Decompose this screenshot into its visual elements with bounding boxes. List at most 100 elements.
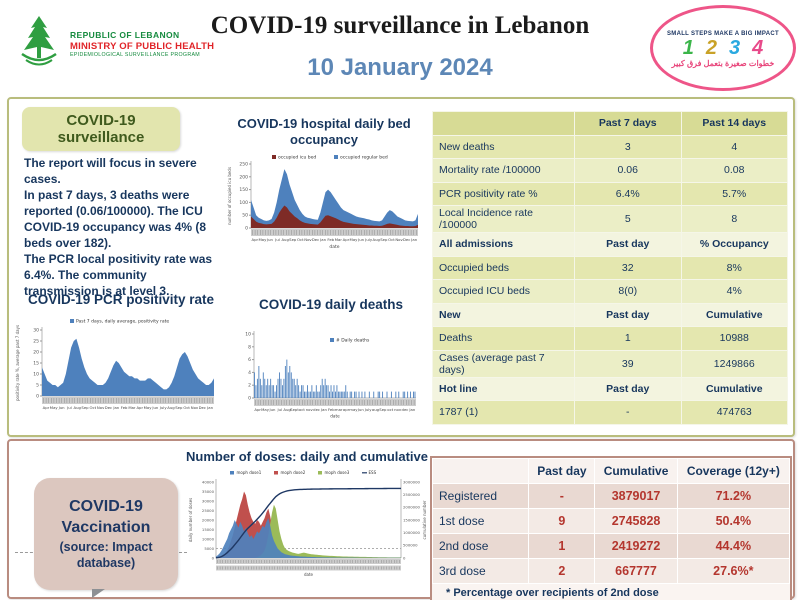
cedar-logo-icon	[14, 14, 64, 75]
bubble-tail-icon	[92, 589, 105, 598]
stats-table-row: 1787 (1) -474763	[432, 400, 788, 425]
vaccination-doses-chart	[186, 466, 431, 588]
vax-table-row: Registered -3879017 71.2%	[431, 483, 791, 509]
stats-table-row: New Past day Cumulative	[432, 302, 788, 327]
vaccination-title-line2: Vaccination	[61, 518, 151, 536]
stats-table-row: Local Incidence rate /100000 5 8	[432, 205, 788, 233]
bed-chart-title: COVID-19 hospital daily bed occupancy	[237, 116, 411, 148]
stats-cell: Past day	[574, 376, 682, 401]
stats-cell	[432, 111, 575, 136]
vax-chart-title: Number of doses: daily and cumulative	[186, 449, 428, 464]
stats-cell: 5	[574, 205, 682, 233]
vax-cell: 50.4%	[676, 508, 791, 534]
stats-cell: 0.06	[574, 158, 682, 183]
stamp-digit-2: 2	[705, 36, 717, 59]
stats-table-row: All admissions Past day% Occupancy	[432, 232, 788, 257]
vax-table-row: 2nd dose 1 2419272 44.4%	[431, 533, 791, 559]
stamp-slogan: SMALL STEPS MAKE A BIG IMPACT	[666, 30, 780, 37]
vax-cell: 1	[528, 533, 596, 559]
stats-table-row: Occupied beds 32 8%	[432, 255, 788, 280]
vax-header-cell	[431, 458, 530, 484]
stats-table-row: Mortality rate /100000 0.06 0.08	[432, 158, 788, 183]
report-date: 10 January 2024	[307, 54, 493, 81]
vax-cell: 2	[528, 558, 596, 584]
stats-cell: New deaths	[432, 134, 575, 159]
stats-cell: 1	[574, 326, 682, 351]
vax-table-row: 1st dose 9 2745828 50.4%	[431, 508, 791, 534]
stats-cell: 8%	[680, 255, 788, 280]
pcr-positivity-chart	[12, 312, 227, 422]
surveillance-title: COVID-19 surveillance	[57, 111, 145, 146]
stats-cell: Deaths	[432, 326, 575, 351]
moph-logo: REPUBLIC OF LEBANON MINISTRY OF PUBLIC H…	[14, 14, 214, 75]
stats-table-row: Occupied ICU beds 8(0) 4%	[432, 279, 788, 304]
vaccination-table: Past day Cumulative Coverage (12y+) Registe…	[431, 458, 791, 584]
stamp-digit-3: 3	[729, 36, 741, 59]
stats-cell: Past day	[574, 302, 682, 327]
vax-header-cell: Cumulative	[594, 458, 678, 484]
stats-cell: 5.7%	[680, 181, 788, 206]
stats-table-row: Hot line Past day Cumulative	[432, 376, 788, 401]
surveillance-title-box: COVID-19 surveillance	[22, 107, 180, 151]
vax-header-cell: Coverage (12y+)	[676, 458, 791, 484]
logo-line1: REPUBLIC OF LEBANON	[70, 29, 180, 40]
stats-cell: 32	[574, 255, 682, 280]
vaccination-source: (source: Impact database)	[59, 539, 153, 570]
vax-header-cell: Past day	[528, 458, 596, 484]
stats-cell: 1787 (1)	[432, 400, 575, 425]
vax-cell: 27.6%*	[676, 558, 791, 584]
stats-cell: Cumulative	[680, 376, 788, 401]
stats-cell: -	[574, 400, 682, 425]
vax-cell: 2nd dose	[431, 533, 530, 559]
surveillance-stats-table: Past 7 days Past 14 days New deaths 3 4 Morta…	[432, 111, 788, 425]
stats-cell: % Occupancy	[680, 232, 788, 257]
stats-cell: 39	[574, 349, 682, 378]
stats-cell: Cases (average past 7 days)	[432, 349, 575, 378]
vax-cell: 9	[528, 508, 596, 534]
bed-occupancy-chart	[224, 150, 424, 255]
stats-cell: Occupied beds	[432, 255, 575, 280]
stats-cell: 1249866	[680, 349, 788, 378]
page-title: COVID-19 surveillance in Lebanon	[210, 12, 590, 39]
stamp-oval-border-icon	[650, 5, 796, 91]
stats-cell: Occupied ICU beds	[432, 279, 575, 304]
stats-cell: 8(0)	[574, 279, 682, 304]
deaths-chart-title: COVID-19 daily deaths	[258, 297, 404, 312]
vaccination-title-bubble: COVID-19 Vaccination (source: Impact dat…	[34, 478, 178, 590]
vax-table-row: 3rd dose 2 667777 27.6%*	[431, 558, 791, 584]
stats-cell: Past day	[574, 232, 682, 257]
stats-cell: Local Incidence rate /100000	[432, 205, 575, 233]
stats-cell: Cumulative	[680, 302, 788, 327]
vax-cell: 2745828	[594, 508, 678, 534]
vaccination-title-line1: COVID-19	[69, 497, 143, 515]
logo-line3: EPIDEMIOLOGICAL SURVEILLANCE PROGRAM	[70, 52, 201, 59]
vax-cell: 71.2%	[676, 483, 791, 509]
stamp-digit-1: 1	[682, 36, 694, 59]
vax-table-footnote: * Percentage over recipients of 2nd dose	[446, 587, 659, 599]
stats-table-row: Deaths 1 10988	[432, 326, 788, 351]
stats-cell: PCR positivity rate %	[432, 181, 575, 206]
stats-table-row: New deaths 3 4	[432, 134, 788, 159]
vax-table-header-row: Past day Cumulative Coverage (12y+)	[431, 458, 791, 484]
stats-cell: Past 14 days	[680, 111, 788, 136]
vax-cell: 1st dose	[431, 508, 530, 534]
stamp-digit-4: 4	[752, 36, 764, 59]
stats-cell: All admissions	[432, 232, 575, 257]
pcr-chart-title: COVID-19 PCR positivity rate	[27, 292, 215, 307]
stats-cell: 3	[574, 134, 682, 159]
vax-cell: -	[528, 483, 596, 509]
vax-cell: 667777	[594, 558, 678, 584]
vax-cell: 44.4%	[676, 533, 791, 559]
vax-cell: Registered	[431, 483, 530, 509]
stats-cell: 0.08	[680, 158, 788, 183]
stats-table-row: Past 7 days Past 14 days	[432, 111, 788, 136]
logo-line2: MINISTRY OF PUBLIC HEALTH	[70, 40, 215, 52]
stats-cell: 4%	[680, 279, 788, 304]
vax-cell: 3rd dose	[431, 558, 530, 584]
stats-cell: 8	[680, 205, 788, 233]
stats-table-row: Cases (average past 7 days) 39 1249866	[432, 349, 788, 378]
stats-cell: Mortality rate /100000	[432, 158, 575, 183]
